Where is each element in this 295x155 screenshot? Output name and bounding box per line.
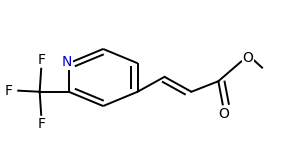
Text: N: N — [62, 55, 72, 69]
Text: F: F — [37, 53, 45, 67]
Text: F: F — [37, 117, 45, 131]
Text: O: O — [242, 51, 253, 64]
Text: F: F — [5, 84, 13, 98]
Text: O: O — [218, 107, 229, 121]
